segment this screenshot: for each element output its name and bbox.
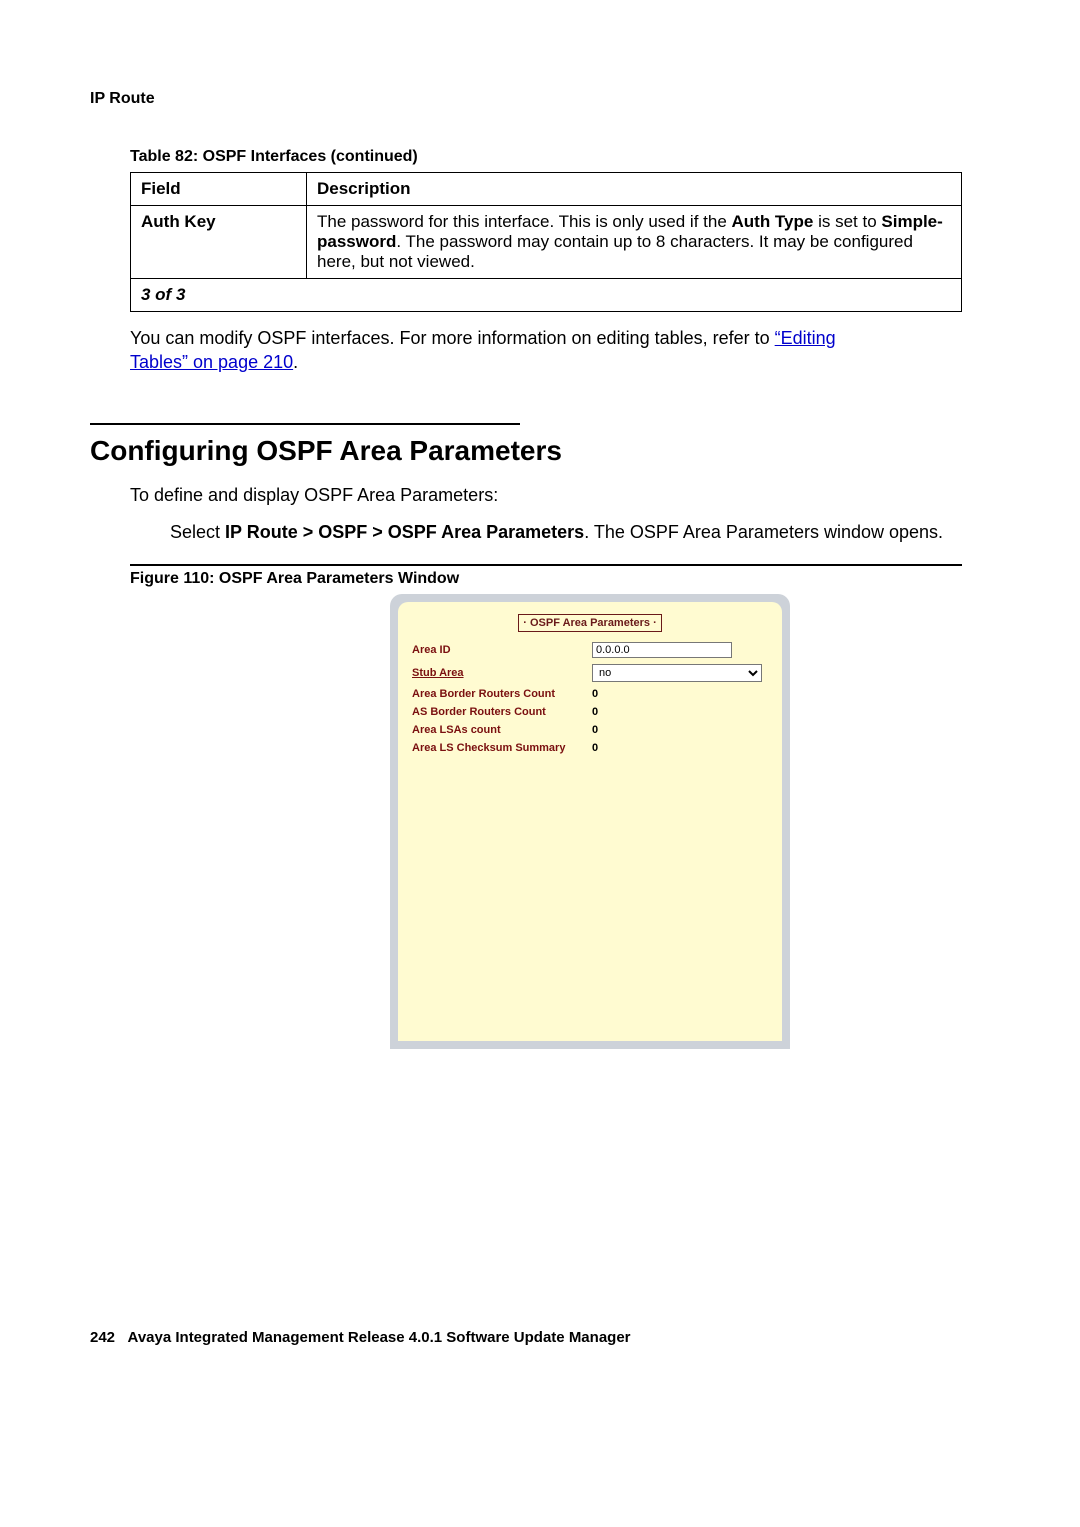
footer-page-number: 242 [90,1329,115,1346]
figure-frame: · OSPF Area Parameters · Area ID Stub Ar… [390,594,790,1049]
table-caption: Table 82: OSPF Interfaces (continued) [130,148,990,166]
page-footer: 242 Avaya Integrated Management Release … [90,1329,990,1346]
figure-caption: Figure 110: OSPF Area Parameters Window [130,570,990,588]
cell-desc: The password for this interface. This is… [307,206,962,279]
panel-title: · OSPF Area Parameters · [518,614,661,632]
section-rule [90,423,520,425]
area-lsa-count-value: 0 [592,724,598,736]
abr-count-value: 0 [592,688,598,700]
ospf-area-parameters-panel: · OSPF Area Parameters · Area ID Stub Ar… [398,602,782,1041]
step-paragraph: Select IP Route > OSPF > OSPF Area Param… [170,520,990,544]
step-bold: IP Route > OSPF > OSPF Area Parameters [225,522,584,542]
area-id-label: Area ID [412,644,592,656]
heading-configuring-ospf: Configuring OSPF Area Parameters [90,435,990,467]
link-text: “Editing [775,328,836,348]
area-lsa-count-label: Area LSAs count [412,724,592,736]
step-text: Select [170,522,225,542]
area-ls-checksum-value: 0 [592,742,598,754]
section-header: IP Route [90,90,990,108]
desc-text: is set to [813,212,881,231]
step-text: . The OSPF Area Parameters window opens. [584,522,943,542]
table-pager: 3 of 3 [131,279,962,312]
body-paragraph: You can modify OSPF interfaces. For more… [130,326,990,375]
intro-paragraph: To define and display OSPF Area Paramete… [130,485,990,506]
table-col-desc: Description [307,173,962,206]
asbr-count-value: 0 [592,706,598,718]
desc-bold: Auth Type [732,212,814,231]
stub-area-select[interactable]: no [592,664,762,682]
link-text: Tables” on page 210 [130,352,293,372]
abr-count-label: Area Border Routers Count [412,688,592,700]
area-id-input[interactable] [592,642,732,658]
figure-rule [130,564,962,566]
area-ls-checksum-label: Area LS Checksum Summary [412,742,592,754]
footer-text: Avaya Integrated Management Release 4.0.… [128,1329,631,1346]
asbr-count-label: AS Border Routers Count [412,706,592,718]
body-text: . [293,352,298,372]
cell-field: Auth Key [131,206,307,279]
table-pager-row: 3 of 3 [131,279,962,312]
ospf-interfaces-table: Field Description Auth Key The password … [130,172,962,312]
desc-text: . The password may contain up to 8 chara… [317,232,913,271]
stub-area-label[interactable]: Stub Area [412,667,592,679]
body-text: You can modify OSPF interfaces. For more… [130,328,775,348]
table-col-field: Field [131,173,307,206]
desc-text: The password for this interface. This is… [317,212,732,231]
table-row: Auth Key The password for this interface… [131,206,962,279]
